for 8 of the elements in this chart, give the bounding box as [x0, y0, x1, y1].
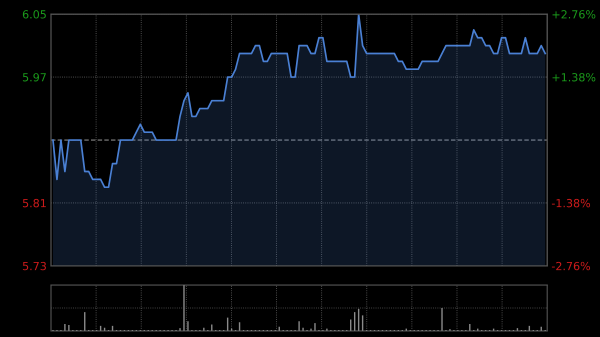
y-tick-label: 6.05	[22, 10, 46, 19]
y2-tick-label: +1.38%	[552, 73, 596, 82]
y2-tick-label: +2.76%	[552, 10, 596, 19]
y-tick-label: 5.97	[22, 73, 46, 82]
y2-tick-label: -1.38%	[552, 198, 590, 208]
y2-tick-label: -2.76%	[552, 262, 590, 270]
y-tick-label: 5.73	[22, 262, 46, 270]
y-tick-label: 5.81	[22, 198, 46, 208]
